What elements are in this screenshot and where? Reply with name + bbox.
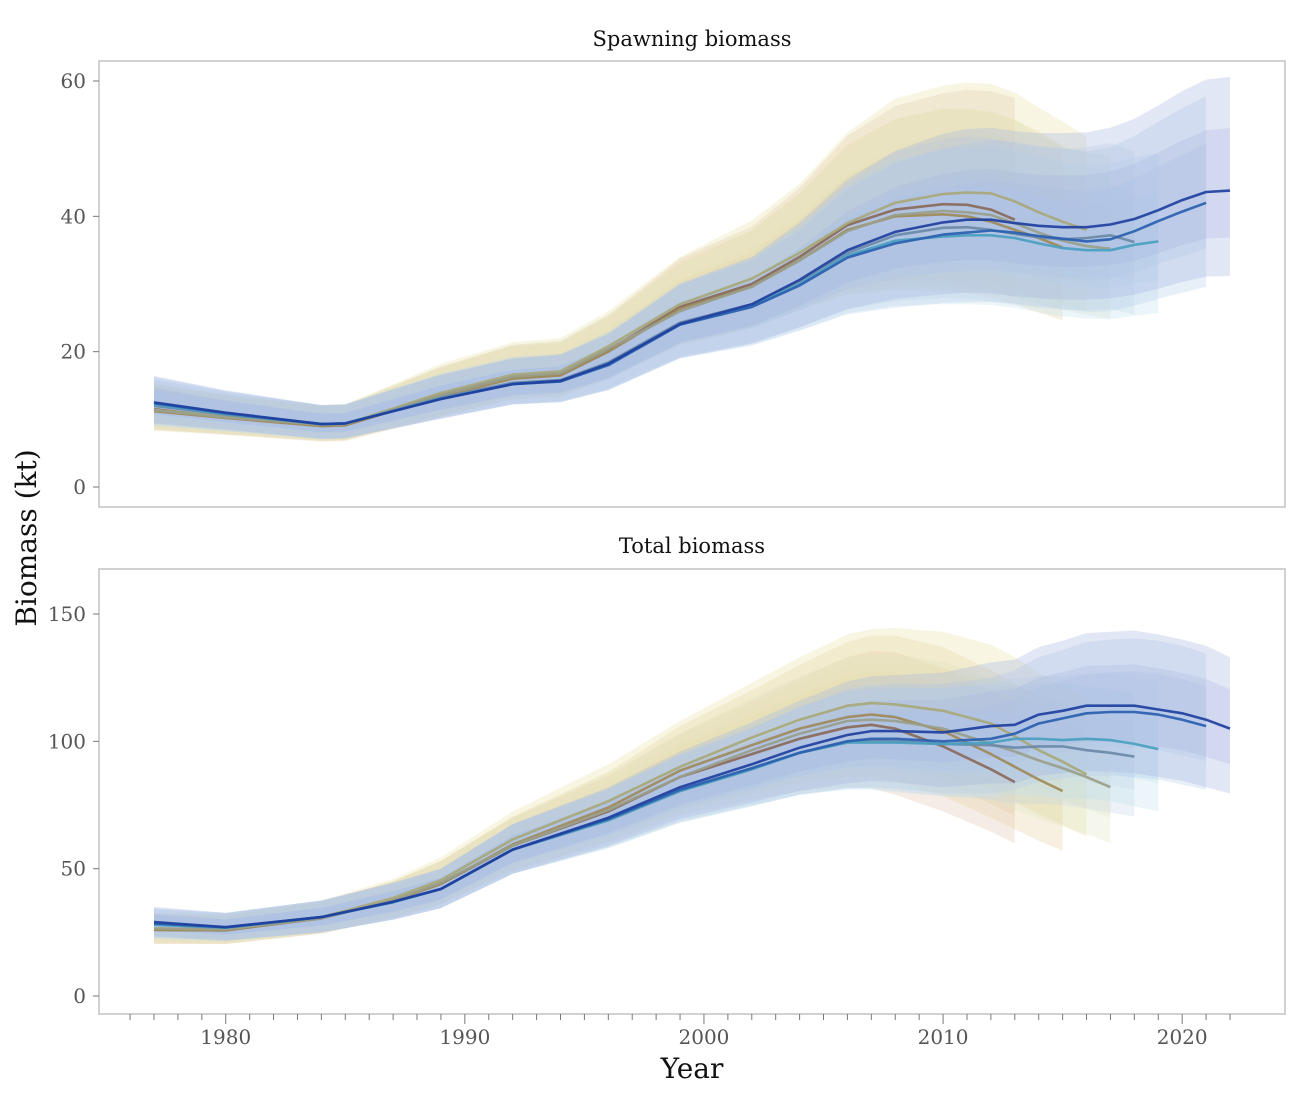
y-axis: 0 50 100 150 xyxy=(48,602,99,1008)
y-axis: 0 20 40 60 xyxy=(61,69,99,499)
series-line-3 xyxy=(153,701,1088,931)
y-axis-title: Biomass (kt) xyxy=(10,449,43,626)
x-axis: 1980 1990 2000 2010 2020 xyxy=(129,1014,1231,1049)
ci-band-inner-3 xyxy=(154,662,1087,937)
spawning-biomass-panel: 0 20 40 60 xyxy=(61,60,1286,508)
ci-band-outer-2 xyxy=(154,635,1063,944)
series-line-4 xyxy=(153,718,1111,931)
ci-band-inner-2 xyxy=(154,156,1063,435)
ci-band-inner-6 xyxy=(154,186,1159,433)
y-tick-label: 100 xyxy=(48,729,86,753)
series-line-8 xyxy=(153,189,1231,426)
y-tick-label: 40 xyxy=(61,204,86,228)
ci-band-outer-7 xyxy=(154,95,1207,440)
ci-band-inner-5 xyxy=(154,711,1135,935)
y-tick-label: 150 xyxy=(48,602,86,626)
x-tick-label: 2010 xyxy=(918,1025,969,1049)
ci-band-inner-7 xyxy=(154,671,1207,935)
ci-band-inner-6 xyxy=(154,703,1159,935)
series-lines xyxy=(153,701,1231,932)
y-tick-label: 20 xyxy=(61,340,86,364)
total-biomass-panel: 0 50 100 150 xyxy=(48,568,1286,1015)
ci-band-outer-8 xyxy=(154,76,1230,440)
panel-frame xyxy=(98,568,1286,1015)
spawning-biomass-title: Spawning biomass xyxy=(593,27,792,51)
ci-band-outer-5 xyxy=(154,682,1135,941)
ci-band-inner-3 xyxy=(154,132,1087,434)
total-biomass-title: Total biomass xyxy=(619,534,765,558)
y-tick-label: 0 xyxy=(73,984,86,1008)
x-axis-title: Year xyxy=(660,1052,724,1085)
ci-band-outer-3 xyxy=(154,82,1087,441)
y-tick-label: 60 xyxy=(61,69,86,93)
ci-band-inner-7 xyxy=(154,144,1207,433)
y-tick-label: 50 xyxy=(61,857,86,881)
ci-band-inner-5 xyxy=(154,177,1135,433)
ci-band-outer-4 xyxy=(154,108,1111,441)
series-line-8 xyxy=(153,704,1231,929)
panel-frame xyxy=(98,60,1286,508)
x-tick-label: 2020 xyxy=(1157,1025,1208,1049)
ci-band-inner-1 xyxy=(154,141,1015,434)
ci-band-outer-2 xyxy=(154,108,1063,442)
ci-bands xyxy=(154,76,1230,442)
ci-band-outer-6 xyxy=(154,146,1159,439)
x-tick-label: 1980 xyxy=(200,1025,251,1049)
ci-band-outer-1 xyxy=(154,650,1015,944)
y-tick-label: 0 xyxy=(73,475,86,499)
x-tick-label: 2000 xyxy=(679,1025,730,1049)
ci-band-outer-3 xyxy=(154,628,1087,943)
ci-band-inner-8 xyxy=(154,664,1230,935)
x-tick-label: 1990 xyxy=(439,1025,490,1049)
series-lines xyxy=(153,189,1231,428)
